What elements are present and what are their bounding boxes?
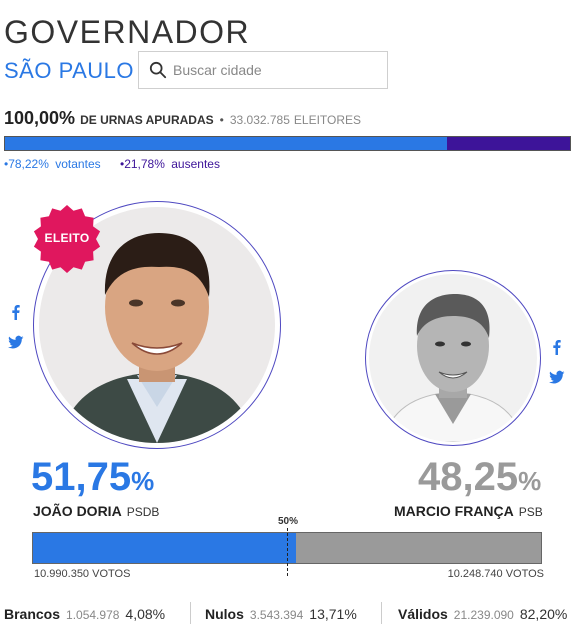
portrait-image (39, 207, 275, 443)
city-search[interactable] (138, 51, 388, 89)
threshold-line (287, 528, 288, 576)
brancos-percent: 4,08% (125, 606, 166, 622)
validos-percent: 82,20% (519, 606, 568, 622)
candidate-1-fill (33, 533, 296, 563)
nulos-stat: Nulos 3.543.394 13,71% (205, 606, 357, 622)
page-title: GOVERNADOR (4, 14, 251, 50)
candidate-party: PSDB (126, 505, 160, 519)
brancos-count: 1.054.978 (66, 608, 120, 622)
candidate-1-percent: 51,75% (31, 455, 154, 500)
twitter-icon[interactable] (8, 334, 24, 350)
apuradas-percent: 100,00% (4, 108, 76, 128)
candidate-photo-marcio-franca (369, 274, 537, 442)
nulos-label: Nulos (205, 606, 244, 622)
ausentes-percent: 21,78% (124, 157, 165, 171)
ausentes-label: ausentes (171, 157, 220, 171)
percent-symbol: % (518, 466, 542, 496)
apuracao-summary: 100,00% DE URNAS APURADAS • 33.032.785 E… (4, 108, 361, 129)
search-input[interactable] (173, 62, 373, 78)
candidate-2-percent: 48,25% (418, 455, 541, 500)
divider (190, 602, 191, 624)
votantes-label: votantes (55, 157, 101, 171)
candidate-photo-ring (33, 201, 281, 449)
facebook-icon[interactable] (549, 339, 565, 355)
percent-symbol: % (131, 466, 155, 496)
vote-breakdown: Brancos 1.054.978 4,08% Nulos 3.543.394 … (0, 602, 575, 624)
share-links-candidate-2 (549, 339, 565, 385)
search-icon (149, 61, 167, 79)
legend-bullet: • (4, 157, 9, 171)
divider (381, 602, 382, 624)
eleito-label: ELEITO (44, 231, 90, 245)
state-name: SÃO PAULO (4, 58, 135, 83)
candidate-party: PSB (518, 505, 543, 519)
candidate-2-fill (295, 533, 541, 563)
candidate-1-votes: 10.990.350 VOTOS (34, 568, 131, 580)
brancos-label: Brancos (4, 606, 61, 622)
separator-dot: • (219, 113, 224, 127)
legend-bullet: • (120, 157, 125, 171)
eleitores-count: 33.032.785 (229, 113, 290, 127)
turnout-bar (4, 136, 571, 151)
brancos-stat: Brancos 1.054.978 4,08% (4, 606, 165, 622)
candidate-2-name: MARCIO FRANÇA PSB (394, 503, 543, 519)
eleitores-label: ELEITORES (293, 113, 362, 127)
validos-stat: Válidos 21.239.090 82,20% (398, 606, 567, 622)
legend-votantes: •78,22% votantes (4, 157, 101, 171)
nulos-percent: 13,71% (309, 606, 357, 622)
twitter-icon[interactable] (549, 369, 565, 385)
apuradas-label: DE URNAS APURADAS (80, 113, 214, 127)
percent-value: 48,25 (418, 455, 519, 499)
facebook-icon[interactable] (8, 304, 24, 320)
votantes-fill (5, 137, 447, 150)
validos-label: Válidos (398, 606, 448, 622)
percent-value: 51,75 (31, 455, 132, 499)
share-links-candidate-1 (8, 304, 24, 350)
nulos-count: 3.543.394 (249, 608, 304, 622)
portrait-image (369, 274, 537, 442)
candidate-name: MARCIO FRANÇA (394, 503, 514, 519)
validos-count: 21.239.090 (453, 608, 514, 622)
candidate-2-votes: 10.248.740 VOTOS (447, 568, 544, 580)
votantes-percent: 78,22% (8, 157, 49, 171)
legend-ausentes: •21,78% ausentes (120, 157, 220, 171)
candidate-name: JOÃO DORIA (33, 503, 122, 519)
ausentes-fill (446, 137, 570, 150)
starburst-icon (33, 205, 101, 273)
candidate-1-name: JOÃO DORIA PSDB (33, 503, 159, 519)
threshold-label: 50% (278, 516, 299, 527)
candidate-photo-joao-doria (39, 207, 275, 443)
candidate-photo-ring (365, 270, 541, 446)
eleito-badge: ELEITO (32, 204, 102, 274)
